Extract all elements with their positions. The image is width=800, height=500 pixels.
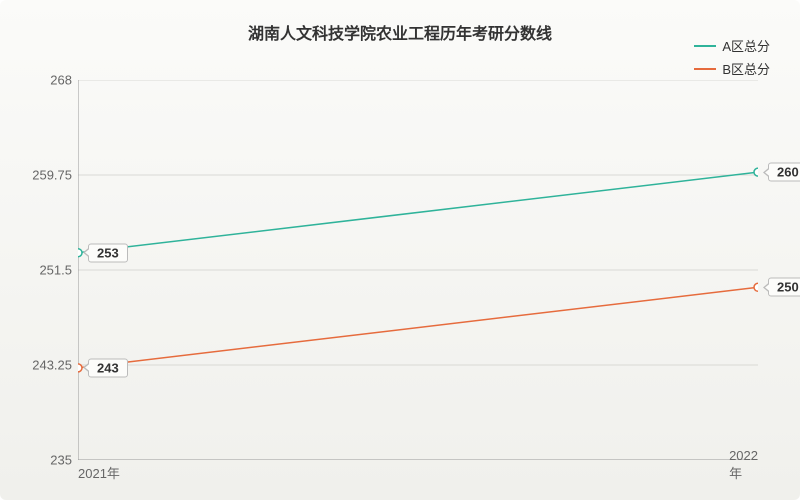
value-label: 250 [768,278,800,297]
xtick-label: 2021年 [78,463,120,482]
ytick-label: 243.25 [28,358,72,373]
legend-label-a: A区总分 [722,36,770,55]
ytick-label: 251.5 [28,263,72,278]
legend: A区总分 B区总分 [694,36,770,82]
legend-swatch-b [694,68,716,70]
chart-title: 湖南人文科技学院农业工程历年考研分数线 [248,20,552,44]
legend-item-b: B区总分 [694,59,770,78]
chart-container: 湖南人文科技学院农业工程历年考研分数线 A区总分 B区总分 235243.252… [0,0,800,500]
legend-swatch-a [694,45,716,47]
legend-item-a: A区总分 [694,36,770,55]
value-label: 243 [88,358,128,377]
xtick-label: 2022年 [729,448,758,482]
plot-svg [78,80,758,460]
legend-label-b: B区总分 [722,59,770,78]
ytick-label: 268 [28,73,72,88]
plot-area: 235243.25251.5259.75268 2021年2022年 25326… [78,80,758,460]
value-label: 253 [88,243,128,262]
ytick-label: 259.75 [28,168,72,183]
ytick-label: 235 [28,453,72,468]
value-label: 260 [768,163,800,182]
